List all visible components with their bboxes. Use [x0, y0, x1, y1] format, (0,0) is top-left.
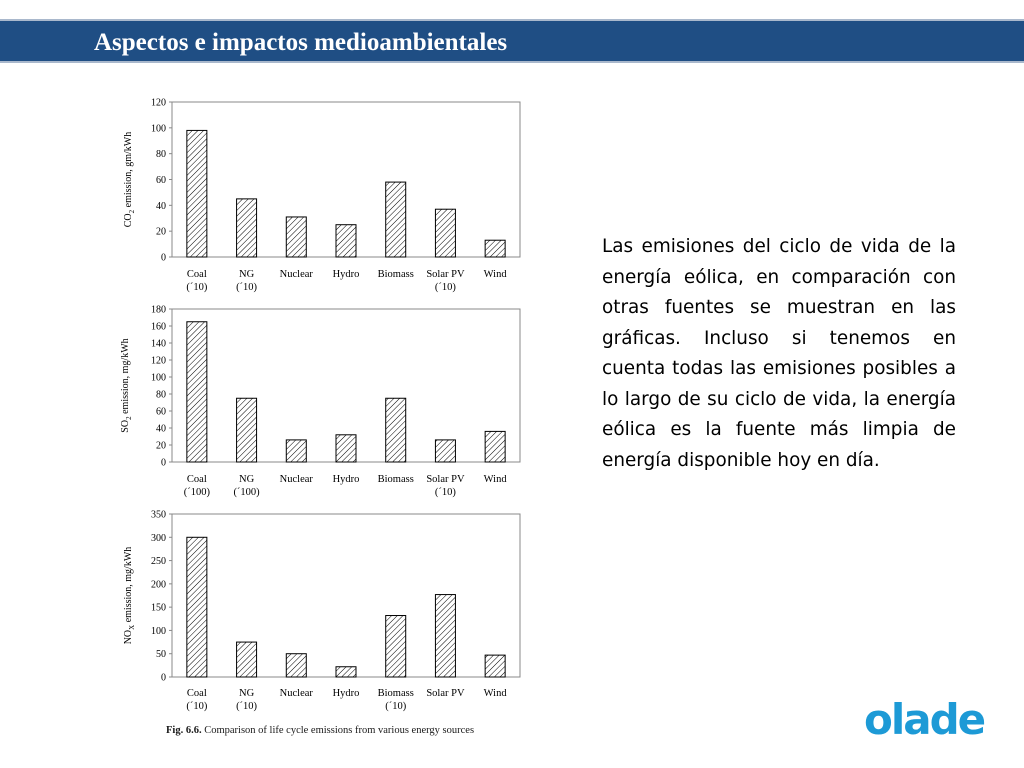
category-label: Biomass — [378, 269, 414, 280]
bar-hydro — [335, 224, 357, 258]
y-tick-label: 40 — [156, 424, 166, 435]
y-tick-label: 20 — [156, 227, 166, 238]
category-sublabel: (´10) — [385, 701, 406, 712]
category-sublabel: (´10) — [435, 487, 456, 498]
bar-coal — [186, 321, 208, 463]
figure-caption: Fig. 6.6. Comparison of life cycle emiss… — [166, 725, 474, 736]
category-sublabel: (´10) — [186, 282, 207, 293]
category-sublabel: (´10) — [236, 701, 257, 712]
bar-wind — [484, 239, 506, 258]
bar-biomass — [385, 397, 407, 463]
category-label: Hydro — [333, 688, 360, 699]
bar-coal — [186, 536, 208, 678]
bar-ng — [236, 397, 258, 463]
category-label: Solar PV — [426, 269, 465, 280]
bar-ng — [236, 198, 258, 258]
category-label: NG — [239, 688, 255, 699]
category-label: NG — [239, 269, 255, 280]
y-tick-label: 60 — [156, 175, 166, 186]
category-label: Biomass — [378, 688, 414, 699]
bar-biomass — [385, 615, 407, 678]
plot-frame — [171, 513, 521, 678]
y-tick-label: 200 — [151, 579, 166, 590]
y-tick-label: 160 — [151, 322, 166, 333]
y-tick-label: 0 — [161, 673, 166, 684]
y-tick-label: 250 — [151, 556, 166, 567]
y-tick-label: 150 — [151, 603, 166, 614]
category-sublabel: (´100) — [184, 487, 211, 498]
y-tick-label: 20 — [156, 441, 166, 452]
category-label: Biomass — [378, 474, 414, 485]
y-tick-label: 50 — [156, 649, 166, 660]
category-label: Hydro — [333, 269, 360, 280]
category-label: Nuclear — [280, 474, 314, 485]
category-label: Solar PV — [426, 474, 465, 485]
y-tick-label: 120 — [151, 356, 166, 367]
caption-prefix: Fig. 6.6. — [166, 725, 202, 736]
bar-wind — [484, 654, 506, 678]
bar-solar-pv — [434, 594, 456, 678]
bar-nuclear — [285, 216, 307, 258]
category-label: Wind — [484, 269, 508, 280]
bar-hydro — [335, 666, 357, 678]
category-label: Wind — [484, 474, 508, 485]
category-label: Hydro — [333, 474, 360, 485]
y-tick-label: 300 — [151, 533, 166, 544]
category-sublabel: (´10) — [186, 701, 207, 712]
bar-coal — [186, 129, 208, 258]
y-tick-label: 350 — [151, 510, 166, 521]
category-label: Nuclear — [280, 688, 314, 699]
caption-text: Comparison of life cycle emissions from … — [201, 725, 475, 736]
y-tick-label: 60 — [156, 407, 166, 418]
olade-logo: olade — [864, 695, 986, 744]
category-sublabel: (´10) — [435, 282, 456, 293]
y-tick-label: 120 — [151, 98, 166, 109]
bar-biomass — [385, 181, 407, 258]
y-tick-label: 40 — [156, 201, 166, 212]
y-axis-label: SO2 emission, mg/kWh — [120, 338, 133, 432]
category-label: Wind — [484, 688, 508, 699]
bar-solar-pv — [434, 439, 456, 463]
category-label: Coal — [187, 269, 207, 280]
y-axis-label: CO2 emission, gm/kWh — [123, 132, 136, 227]
y-axis-label: NOX emission, mg/kWh — [123, 547, 136, 645]
category-label: NG — [239, 474, 255, 485]
category-label: Nuclear — [280, 269, 314, 280]
category-label: Coal — [187, 474, 207, 485]
y-tick-label: 0 — [161, 458, 166, 469]
title-bar: Aspectos e impactos medioambientales — [0, 19, 1024, 63]
y-tick-label: 80 — [156, 149, 166, 160]
bar-solar-pv — [434, 208, 456, 258]
description-paragraph: Las emisiones del ciclo de vida de la en… — [602, 236, 956, 471]
bar-nuclear — [285, 439, 307, 463]
bar-hydro — [335, 434, 357, 463]
category-sublabel: (´100) — [233, 487, 260, 498]
y-tick-label: 100 — [151, 626, 166, 637]
bar-ng — [236, 641, 258, 678]
category-label: Solar PV — [426, 688, 465, 699]
category-sublabel: (´10) — [236, 282, 257, 293]
category-label: Coal — [187, 688, 207, 699]
slide-title: Aspectos e impactos medioambientales — [94, 29, 508, 56]
bar-wind — [484, 430, 506, 463]
y-tick-label: 80 — [156, 390, 166, 401]
y-tick-label: 100 — [151, 373, 166, 384]
bar-nuclear — [285, 653, 307, 678]
y-tick-label: 180 — [151, 305, 166, 316]
y-tick-label: 140 — [151, 339, 166, 350]
y-tick-label: 100 — [151, 123, 166, 134]
y-tick-label: 0 — [161, 253, 166, 264]
